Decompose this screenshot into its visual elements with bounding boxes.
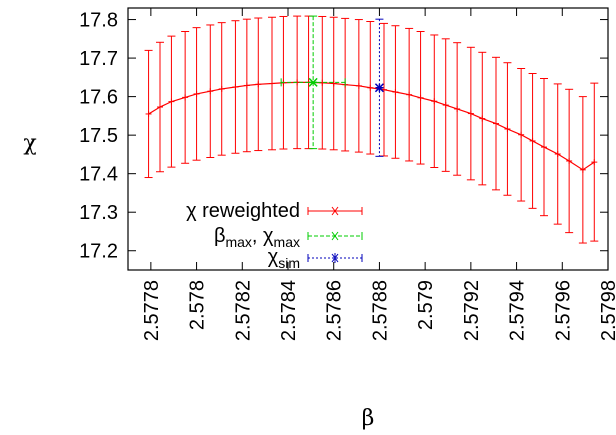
legend-label-reweighted: χ reweighted [186, 200, 300, 222]
x-tick-label: 2.5796 [552, 280, 574, 341]
series-1 [144, 15, 599, 244]
data-point [308, 77, 318, 87]
x-tick-label: 2.5786 [324, 280, 346, 341]
x-tick-label: 2.5778 [141, 280, 163, 341]
legend-swatch-sim [307, 253, 363, 263]
x-tick-label: 2.5784 [278, 280, 300, 341]
plot-frame [127, 7, 609, 271]
x-tick-label: 2.5782 [232, 280, 254, 341]
y-tick-label: 17.2 [79, 241, 118, 263]
y-tick-label: 17.5 [79, 125, 118, 147]
y-tick-label: 17.7 [79, 48, 118, 70]
x-tick-label: 2.5798 [598, 280, 616, 341]
y-axis: 17.2 17.3 17.4 17.5 17.6 17.7 17.8 [79, 10, 608, 263]
y-tick-label: 17.3 [79, 202, 118, 224]
legend-swatch-reweighted [307, 206, 363, 216]
y-axis-title: χ [23, 131, 36, 156]
series-3 [374, 18, 384, 157]
x-tick-label: 2.5792 [461, 280, 483, 341]
y-tick-label: 17.6 [79, 87, 118, 109]
y-tick-label: 17.8 [79, 10, 118, 32]
series-line [148, 81, 595, 171]
plot-area [144, 15, 599, 244]
x-axis: 2.5778 2.578 2.5782 2.5784 2.5786 2.5788 2.579… [141, 8, 616, 341]
x-tick-label: 2.5794 [507, 280, 529, 341]
series-2 [280, 15, 346, 150]
x-tick-label: 2.579 [415, 280, 437, 330]
x-tick-label: 2.5788 [369, 280, 391, 341]
x-axis-title: β [362, 406, 375, 431]
legend-label-max: βmax, χmax [214, 225, 300, 250]
x-tick-label: 2.578 [187, 280, 209, 330]
legend-swatch-max [307, 231, 363, 241]
y-tick-label: 17.4 [79, 164, 118, 186]
legend-label-sim: χsim [268, 246, 300, 271]
legend: χ reweighted βmax, χmax χsim [186, 200, 363, 271]
